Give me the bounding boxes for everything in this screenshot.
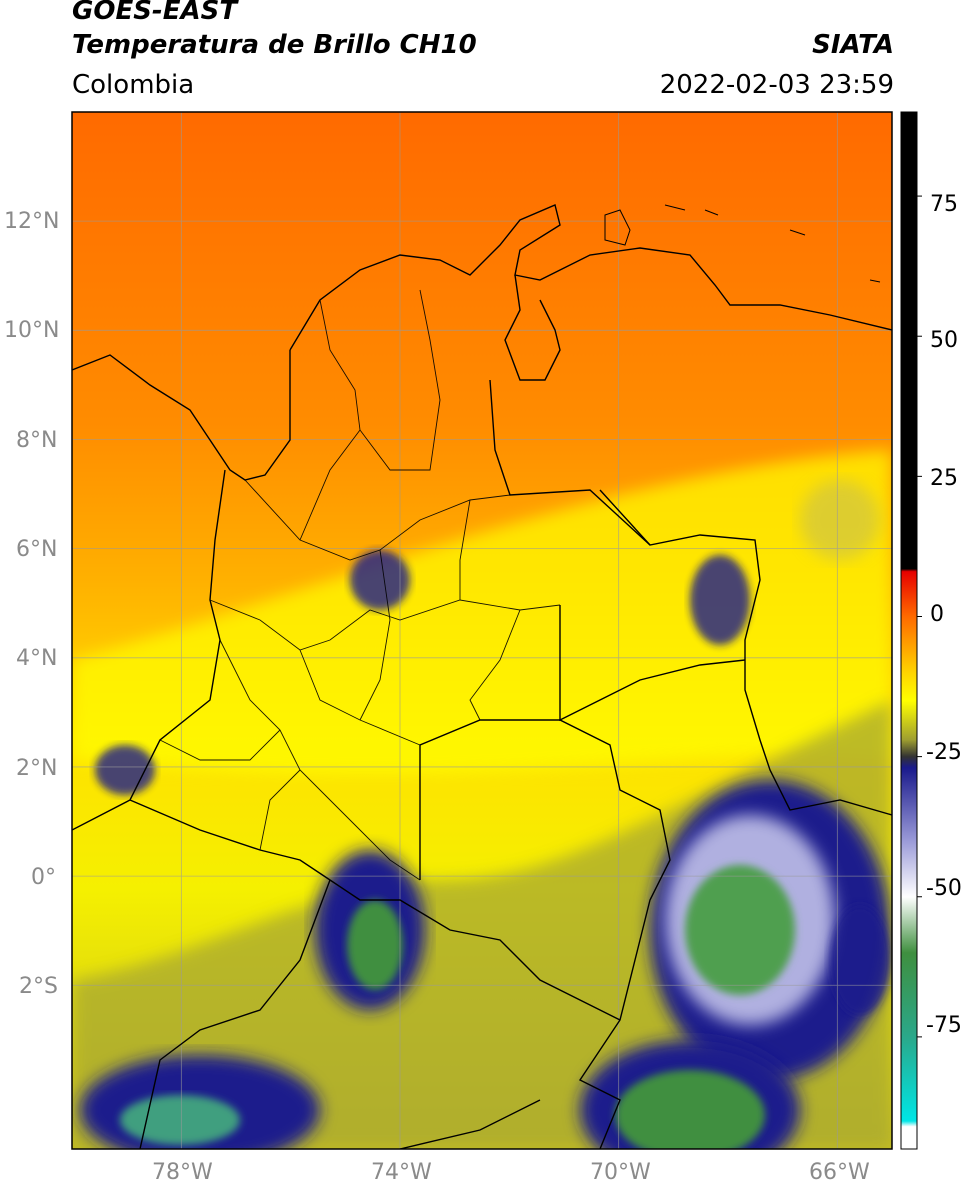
lat-label-12N: 12°N xyxy=(4,209,60,234)
region-label: Colombia xyxy=(72,70,195,100)
colorbar-label-neg25: -25 xyxy=(926,740,962,765)
cloud-cell-pacific xyxy=(95,745,155,795)
colorbar-label-50: 50 xyxy=(930,328,958,353)
peru-brazil-border xyxy=(399,1099,541,1149)
cloud-top-east xyxy=(685,865,795,995)
plot-frame xyxy=(71,111,893,1150)
yellow-band xyxy=(72,450,892,775)
cloud-top-central xyxy=(347,900,403,990)
ecuador-peru-border xyxy=(129,799,621,1021)
lon-label-74W: 74°W xyxy=(371,1160,432,1185)
satellite-title: GOES-EAST xyxy=(72,0,238,26)
caribbean-coastline xyxy=(289,204,892,351)
lat-label-2S: 2°S xyxy=(19,974,58,999)
cloud-top-southwest xyxy=(120,1095,240,1145)
lon-label-66W: 66°W xyxy=(809,1160,870,1185)
department-borders xyxy=(159,289,561,881)
lon-label-78W: 78°W xyxy=(152,1160,213,1185)
cloud-cell-far-east xyxy=(830,905,890,1015)
colorbar-ticks xyxy=(917,195,922,1038)
cloud-top-southeast xyxy=(615,1070,765,1149)
cloud-cell-llanos xyxy=(690,555,750,645)
lon-label-70W: 70°W xyxy=(590,1160,651,1185)
lat-label-0: 0° xyxy=(31,865,56,890)
lat-label-4N: 4°N xyxy=(16,646,58,671)
gridlines xyxy=(72,112,892,1149)
peru-border-south xyxy=(139,879,331,1149)
cloud-cell-andes xyxy=(350,550,410,610)
colorbar-label-75: 75 xyxy=(930,192,958,217)
colorbar-label-0: 0 xyxy=(930,602,944,627)
pacific-coastline xyxy=(72,469,226,831)
lat-label-10N: 10°N xyxy=(4,318,60,343)
cloud-cell-northeast xyxy=(800,480,880,560)
lat-label-6N: 6°N xyxy=(16,537,58,562)
maracaibo-lake-outline xyxy=(504,274,561,381)
lat-label-2N: 2°N xyxy=(16,756,58,781)
islands xyxy=(604,204,881,283)
source-label: SIATA xyxy=(812,30,894,60)
product-title: Temperatura de Brillo CH10 xyxy=(72,30,477,60)
colorbar-label-neg75: -75 xyxy=(926,1013,962,1038)
venezuela-border xyxy=(489,379,892,816)
amazon-border xyxy=(419,719,671,1149)
colorbar-scale xyxy=(900,111,918,1150)
datetime-label: 2022-02-03 23:59 xyxy=(659,70,894,100)
aruba-curacao xyxy=(604,209,631,246)
vichada-border xyxy=(559,489,746,722)
cloud-systems xyxy=(80,480,890,1149)
colorbar xyxy=(900,111,922,1150)
lat-label-8N: 8°N xyxy=(16,428,58,453)
colorbar-label-25: 25 xyxy=(930,466,958,491)
colorbar-label-neg50: -50 xyxy=(926,876,962,901)
borders xyxy=(72,204,892,1149)
panama-coastline xyxy=(72,350,291,481)
plot-area xyxy=(72,112,892,1149)
